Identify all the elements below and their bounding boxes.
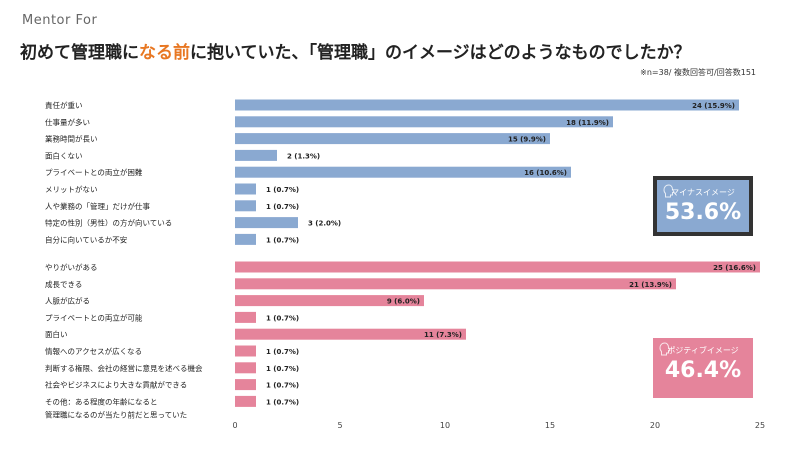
category-label: 人や業務の「管理」だけが仕事 — [45, 201, 150, 211]
data-label: 15 (9.9%) — [508, 136, 546, 144]
category-label: 人脈が広がる — [45, 296, 90, 306]
bar — [235, 311, 256, 323]
category-label: やりがいがある — [45, 262, 98, 272]
category-label: 特定の性別（男性）の方が向いている — [45, 218, 172, 228]
data-label: 1 (0.7%) — [266, 382, 299, 390]
positive-summary-label: ポジティブイメージ — [667, 346, 739, 355]
bar — [235, 278, 676, 290]
data-label: 1 (0.7%) — [266, 186, 299, 194]
category-label: 仕事量が多い — [45, 117, 90, 127]
bar — [235, 379, 256, 391]
data-label: 1 (0.7%) — [266, 365, 299, 373]
negative-summary-box: マイナスイメージ 53.6% — [653, 176, 753, 236]
page-title: 初めて管理職になる前に抱いていた、「管理職」のイメージはどのようなものでしたか？ — [20, 38, 691, 63]
x-tick-label: 10 — [440, 421, 450, 430]
data-label: 1 (0.7%) — [266, 348, 299, 356]
category-label: 面白くない — [45, 150, 83, 160]
category-label: 社会やビジネスにより大きな貢献ができる — [45, 380, 187, 390]
x-tick-label: 0 — [232, 421, 237, 430]
bar — [235, 395, 256, 407]
bar — [235, 295, 424, 307]
title-highlight: なる前 — [139, 43, 190, 63]
bar — [235, 217, 298, 229]
category-label: プライベートとの両立が可能 — [45, 312, 143, 322]
bar — [235, 261, 760, 273]
category-label: 面白い — [45, 329, 68, 339]
category-label: プライベートとの両立が困難 — [45, 167, 143, 177]
positive-summary-percent: 46.4% — [664, 358, 742, 383]
negative-summary-label: マイナスイメージ — [671, 188, 735, 197]
data-label: 24 (15.9%) — [692, 102, 735, 110]
sample-note: ※n=38/ 複数回答可/回答数151 — [640, 68, 756, 77]
data-label: 25 (16.6%) — [713, 264, 756, 272]
category-label: その他：ある程度の年齢になると — [45, 396, 158, 406]
bar — [235, 183, 256, 195]
data-label: 18 (11.9%) — [566, 119, 609, 127]
data-label: 1 (0.7%) — [266, 314, 299, 322]
bar — [235, 345, 256, 357]
bar — [235, 149, 277, 161]
data-label: 21 (13.9%) — [629, 281, 672, 289]
x-tick-label: 20 — [650, 421, 660, 430]
data-label: 11 (7.3%) — [424, 331, 462, 339]
bar — [235, 362, 256, 374]
data-label: 1 (0.7%) — [266, 398, 299, 406]
category-label: メリットがない — [45, 184, 98, 194]
title-part2: に抱いていた、「管理職」のイメージはどのようなものでしたか？ — [190, 43, 691, 63]
positive-summary-box: ポジティブイメージ 46.4% — [653, 338, 753, 398]
data-label: 1 (0.7%) — [266, 203, 299, 211]
head-icon — [663, 184, 675, 198]
bar — [235, 166, 571, 178]
data-label: 16 (10.6%) — [524, 169, 567, 177]
head-icon — [659, 342, 671, 356]
category-label: 判断する権限、会社の経営に意見を述べる機会 — [45, 363, 203, 373]
bar — [235, 328, 466, 340]
data-label: 9 (6.0%) — [387, 298, 420, 306]
bar — [235, 200, 256, 212]
bar — [235, 116, 613, 128]
data-label: 2 (1.3%) — [287, 152, 320, 160]
title-part1: 初めて管理職に — [20, 43, 139, 63]
data-label: 3 (2.0%) — [308, 220, 341, 228]
bar — [235, 99, 739, 111]
brand-logo: Mentor For — [22, 13, 98, 28]
category-label: 自分に向いているか不安 — [45, 234, 128, 244]
category-label: 管理職になるのが当たり前だと思っていた — [45, 409, 187, 419]
category-label: 責任が重い — [45, 100, 83, 110]
category-label: 情報へのアクセスが広くなる — [45, 346, 142, 356]
data-label: 1 (0.7%) — [266, 236, 299, 244]
x-tick-label: 15 — [545, 421, 555, 430]
x-tick-label: 5 — [337, 421, 342, 430]
x-tick-label: 25 — [755, 421, 765, 430]
category-label: 業務時間が長い — [45, 134, 98, 144]
negative-summary-percent: 53.6% — [664, 200, 742, 225]
category-label: 成長できる — [45, 279, 82, 289]
bar — [235, 133, 550, 145]
bar — [235, 233, 256, 245]
